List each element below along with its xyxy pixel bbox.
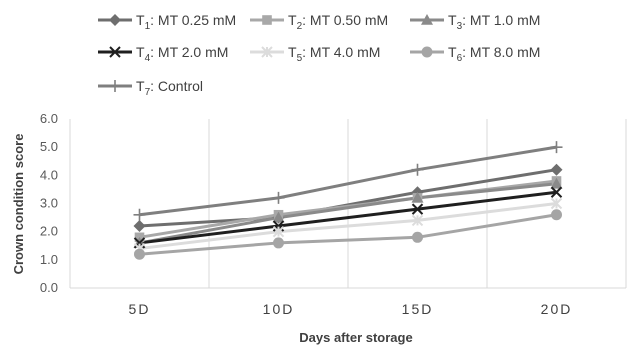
y-tick-label: 0.0 (40, 280, 58, 295)
legend-label-subscript: 6 (457, 53, 463, 64)
legend-item: T4: MT 2.0 mM (98, 44, 228, 64)
legend-marker (421, 14, 433, 25)
legend-label-rest: : MT 0.25 mM (150, 12, 236, 28)
data-point-marker (134, 248, 145, 260)
legend-marker (262, 15, 272, 25)
legend-label-prefix: T (448, 44, 457, 60)
series-markers-6 (134, 209, 562, 260)
series-line-6 (139, 213, 557, 256)
y-axis-ticks: 0.0 1.0 2.0 3.0 4.0 5.0 6.0 (40, 111, 58, 295)
legend-item: T1: MT 0.25 mM (98, 12, 236, 32)
legend-marker (109, 46, 121, 58)
data-point-marker (551, 209, 562, 221)
legend-label-rest: : MT 8.0 mM (462, 44, 540, 60)
y-tick-label: 1.0 (40, 252, 58, 267)
series-markers-5 (133, 197, 563, 255)
legend-label: T4: MT 2.0 mM (136, 44, 228, 64)
legend-label: T2: MT 0.50 mM (288, 12, 388, 32)
data-point-marker (411, 214, 424, 227)
x-tick-label: 5D (129, 301, 151, 317)
series-line-5 (139, 202, 557, 251)
legend-label-subscript: 7 (145, 87, 151, 98)
data-point-marker (550, 197, 563, 210)
y-tick-label: 4.0 (40, 167, 58, 182)
legend-marker (109, 14, 121, 26)
y-tick-label: 2.0 (40, 224, 58, 239)
legend-label-prefix: T (136, 44, 145, 60)
legend-label-rest: : Control (150, 78, 203, 94)
legend-label: T7: Control (136, 78, 203, 98)
x-tick-label: 15D (402, 301, 434, 317)
data-point-marker (550, 177, 563, 189)
x-tick-label: 10D (263, 301, 295, 317)
legend-marker (109, 80, 121, 92)
data-point-marker (133, 220, 146, 233)
legend-label: T1: MT 0.25 mM (136, 12, 236, 32)
series-markers (133, 141, 563, 260)
legend-item: T3: MT 1.0 mM (410, 12, 540, 32)
data-point-marker (411, 191, 424, 203)
legend-label-subscript: 3 (457, 21, 463, 32)
data-point-marker (550, 163, 563, 176)
legend-label-prefix: T (136, 78, 145, 94)
series-line-7 (139, 145, 557, 217)
y-tick-label: 6.0 (40, 111, 58, 126)
x-axis-ticks: 5D 10D 15D 20D (129, 301, 573, 317)
legend-label-prefix: T (288, 12, 297, 28)
x-tick-label: 20D (541, 301, 573, 317)
legend-label-subscript: 2 (297, 21, 303, 32)
legend-item: T6: MT 8.0 mM (410, 44, 540, 64)
legend-label: T5: MT 4.0 mM (288, 44, 380, 64)
data-point-marker (272, 225, 285, 238)
series-line-4 (139, 190, 557, 245)
y-tick-label: 5.0 (40, 139, 58, 154)
series-line-3 (139, 182, 557, 245)
data-point-marker (412, 231, 423, 243)
legend-label-subscript: 5 (297, 53, 303, 64)
legend-item: T5: MT 4.0 mM (250, 44, 380, 64)
legend-label-subscript: 4 (145, 53, 151, 64)
data-point-marker (550, 141, 563, 154)
legend-label-rest: : MT 0.50 mM (302, 12, 388, 28)
legend-label: T6: MT 8.0 mM (448, 44, 540, 64)
legend-label-prefix: T (288, 44, 297, 60)
data-point-marker (272, 191, 285, 204)
data-point-marker (550, 186, 563, 198)
legend-label-prefix: T (136, 12, 145, 28)
y-tick-label: 3.0 (40, 196, 58, 211)
x-axis-title: Days after storage (299, 330, 412, 345)
data-point-marker (411, 203, 424, 215)
data-point-marker (411, 163, 424, 176)
data-point-marker (273, 237, 284, 249)
legend-item: T7: Control (98, 78, 203, 98)
legend-marker (421, 46, 433, 58)
legend-label: T3: MT 1.0 mM (448, 12, 540, 32)
series-lines (139, 145, 557, 256)
legend-marker (261, 46, 273, 58)
legend-label-rest: : MT 4.0 mM (302, 44, 380, 60)
y-axis-title: Crown condition score (11, 134, 26, 275)
legend-label-prefix: T (448, 12, 457, 28)
series-markers-7 (133, 141, 563, 221)
legend-label-subscript: 1 (145, 21, 151, 32)
legend-label-rest: : MT 1.0 mM (462, 12, 540, 28)
legend: T1: MT 0.25 mM T2: MT 0.50 mM T3: MT 1.0 m… (98, 12, 540, 98)
data-point-marker (133, 208, 146, 221)
legend-label-rest: : MT 2.0 mM (150, 44, 228, 60)
data-point-marker (272, 211, 285, 223)
legend-item: T2: MT 0.50 mM (250, 12, 388, 32)
